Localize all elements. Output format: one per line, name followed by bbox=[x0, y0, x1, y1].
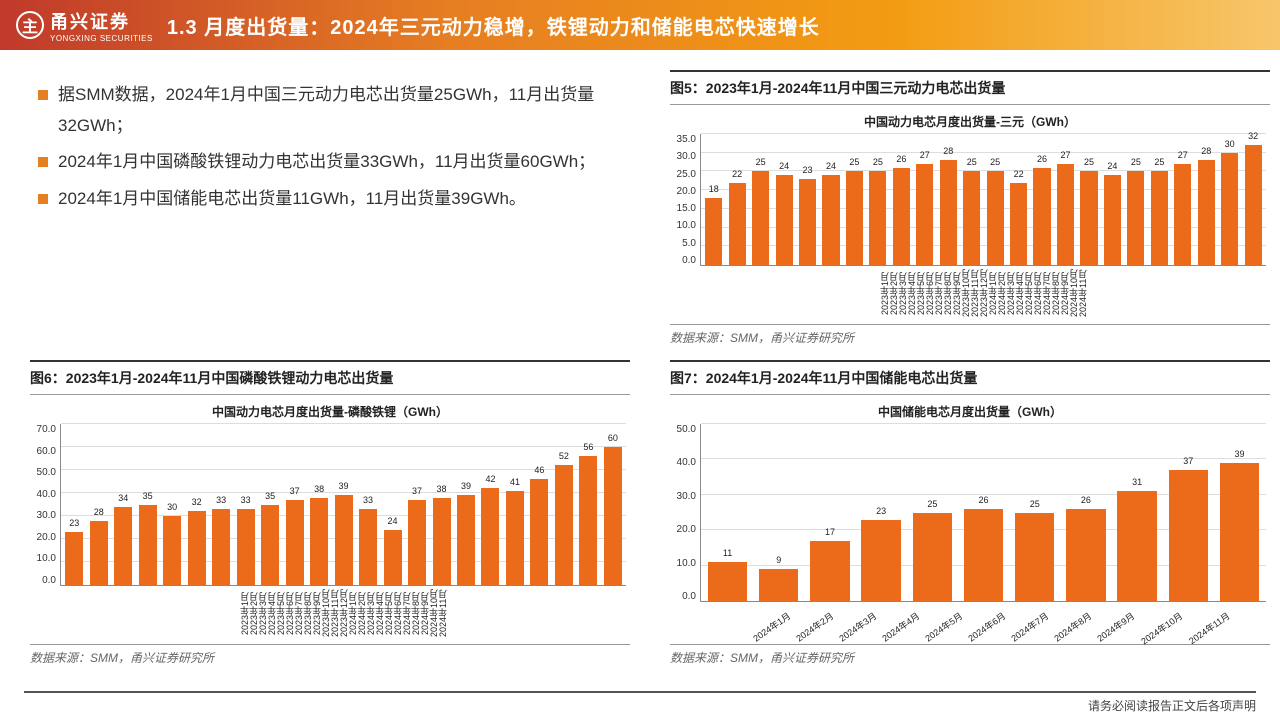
figure-6: 图6：2023年1月-2024年11月中国磷酸铁锂动力电芯出货量 中国动力电芯月… bbox=[30, 360, 630, 670]
chart-5: 35.030.025.020.015.010.05.00.01822252423… bbox=[674, 134, 1266, 266]
bullet-item: 2024年1月中国磷酸铁锂动力电芯出货量33GWh，11月出货量60GWh； bbox=[38, 147, 630, 178]
bullet-block: 据SMM数据，2024年1月中国三元动力电芯出货量25GWh，11月出货量32G… bbox=[30, 70, 630, 350]
fig7-subtitle: 中国储能电芯月度出货量（GWh） bbox=[878, 403, 1062, 420]
logo-subtext: YONGXING SECURITIES bbox=[50, 35, 153, 43]
figure-7: 图7：2024年1月-2024年11月中国储能电芯出货量 中国储能电芯月度出货量… bbox=[670, 360, 1270, 670]
brand-logo: 主 甬兴证券 YONGXING SECURITIES bbox=[16, 8, 153, 43]
fig5-title: 图5：2023年1月-2024年11月中国三元动力电芯出货量 bbox=[670, 70, 1270, 105]
fig5-subtitle: 中国动力电芯月度出货量-三元（GWh） bbox=[864, 113, 1076, 130]
fig6-subtitle: 中国动力电芯月度出货量-磷酸铁锂（GWh） bbox=[212, 403, 448, 420]
figure-5: 图5：2023年1月-2024年11月中国三元动力电芯出货量 中国动力电芯月度出… bbox=[670, 70, 1270, 350]
page-header: 主 甬兴证券 YONGXING SECURITIES 1.3 月度出货量：202… bbox=[0, 0, 1280, 50]
fig7-title: 图7：2024年1月-2024年11月中国储能电芯出货量 bbox=[670, 360, 1270, 395]
chart-6: 70.060.050.040.030.020.010.00.0232834353… bbox=[34, 424, 626, 586]
page-title: 1.3 月度出货量：2024年三元动力稳增，铁锂动力和储能电芯快速增长 bbox=[167, 11, 820, 40]
logo-text: 甬兴证券 bbox=[50, 12, 130, 32]
bullet-item: 2024年1月中国储能电芯出货量11GWh，11月出货量39GWh。 bbox=[38, 184, 630, 215]
bullet-item: 据SMM数据，2024年1月中国三元动力电芯出货量25GWh，11月出货量32G… bbox=[38, 80, 630, 141]
fig6-source: 数据来源：SMM，甬兴证券研究所 bbox=[30, 644, 630, 670]
chart-7: 50.040.030.020.010.00.011917232526252631… bbox=[674, 424, 1266, 602]
fig5-source: 数据来源：SMM，甬兴证券研究所 bbox=[670, 324, 1270, 350]
disclaimer-footer: 请务必阅读报告正文后各项声明 bbox=[24, 691, 1256, 714]
logo-icon: 主 bbox=[16, 11, 44, 39]
fig6-title: 图6：2023年1月-2024年11月中国磷酸铁锂动力电芯出货量 bbox=[30, 360, 630, 395]
